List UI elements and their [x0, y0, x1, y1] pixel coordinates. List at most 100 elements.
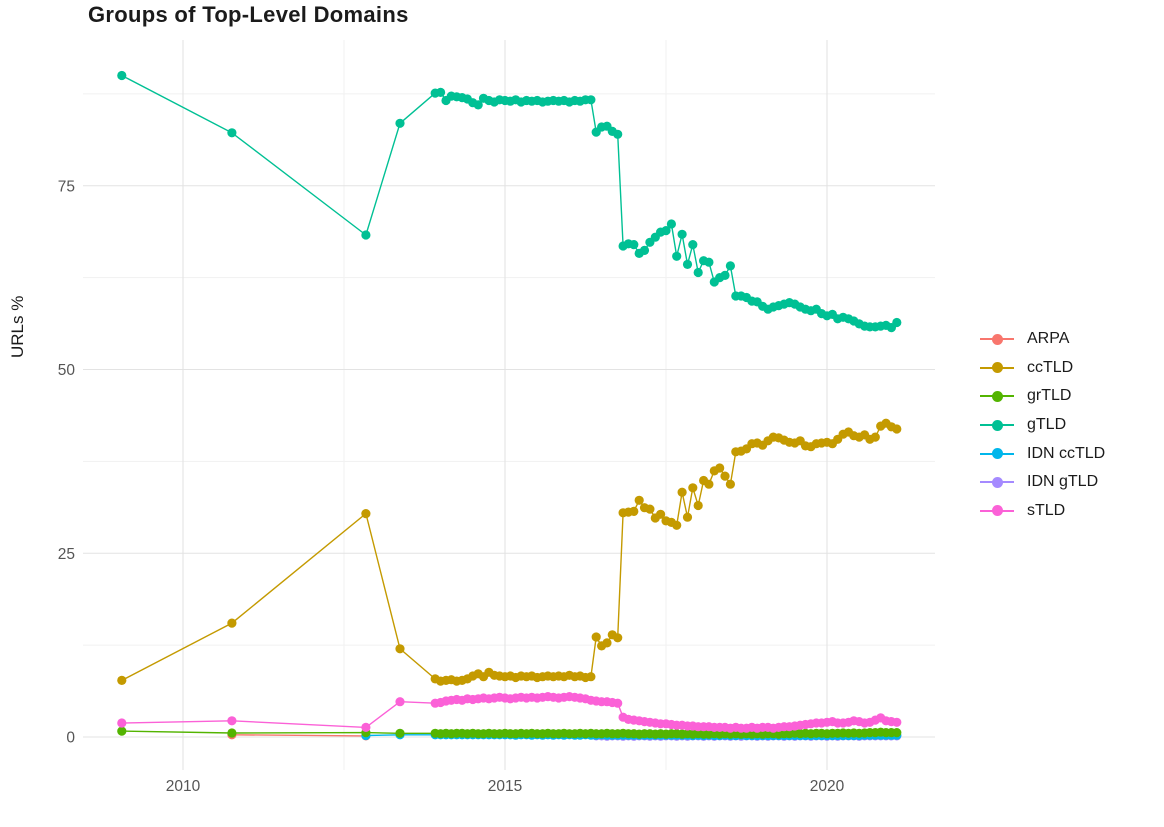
- data-point: [629, 240, 639, 250]
- series-arpa: [227, 730, 371, 741]
- data-point: [613, 633, 623, 643]
- legend-key-line: [980, 419, 1014, 431]
- data-point: [602, 638, 612, 648]
- data-point: [117, 718, 127, 728]
- legend-key-dot: [991, 448, 1003, 460]
- data-point: [361, 230, 371, 240]
- legend-label: IDN gTLD: [1027, 473, 1099, 491]
- legend-item-grtld: grTLD: [980, 382, 1162, 411]
- data-point: [586, 95, 596, 105]
- legend-label: gTLD: [1027, 416, 1067, 434]
- legend-key-line: [980, 505, 1014, 517]
- data-point: [629, 506, 639, 516]
- data-point: [688, 240, 698, 250]
- legend-item-idn-cctld: IDN ccTLD: [980, 439, 1162, 468]
- series-grtld: [117, 726, 902, 739]
- gridlines: [83, 40, 935, 770]
- data-point: [436, 87, 446, 97]
- data-point: [227, 716, 237, 726]
- legend-item-arpa: ARPA: [980, 325, 1162, 354]
- data-point: [395, 118, 405, 128]
- y-tick-label: 75: [58, 178, 75, 195]
- legend-label: IDN ccTLD: [1027, 444, 1106, 462]
- legend-key-dot: [991, 333, 1003, 345]
- legend-label: ARPA: [1027, 330, 1070, 348]
- data-point: [715, 463, 725, 473]
- data-point: [892, 317, 902, 328]
- data-point: [639, 245, 650, 255]
- data-point: [677, 487, 687, 497]
- legend-key-dot: [991, 390, 1003, 402]
- data-point: [688, 483, 698, 493]
- data-point: [117, 726, 127, 736]
- data-point: [666, 219, 677, 229]
- data-point: [613, 129, 623, 139]
- data-point: [720, 471, 730, 481]
- y-tick-label: 25: [58, 546, 75, 563]
- x-tick-label: 2015: [488, 778, 522, 795]
- data-point: [117, 70, 127, 81]
- legend-item-cctld: ccTLD: [980, 354, 1162, 383]
- data-point: [227, 128, 237, 138]
- legend-key-line: [980, 448, 1014, 460]
- data-point: [395, 728, 405, 738]
- legend-key-dot: [991, 476, 1003, 488]
- series-stld: [117, 692, 902, 733]
- legend-item-stld: sTLD: [980, 497, 1162, 526]
- series-gtld: [117, 70, 902, 333]
- legend-label: grTLD: [1027, 387, 1072, 405]
- series-cctld: [117, 418, 902, 686]
- legend-key-dot: [991, 419, 1003, 431]
- data-point: [725, 261, 736, 271]
- y-tick-label: 0: [66, 730, 75, 747]
- data-point: [693, 500, 703, 511]
- data-point: [395, 697, 405, 707]
- axis-tick-labels: 0 25 50 75 2010 2015 2020: [58, 178, 845, 795]
- data-point: [672, 251, 682, 261]
- legend-key-line: [980, 390, 1014, 402]
- legend-label: sTLD: [1027, 501, 1066, 519]
- data-point: [586, 672, 596, 682]
- data-point: [227, 728, 237, 738]
- legend-label: ccTLD: [1027, 358, 1074, 376]
- data-point: [613, 698, 623, 708]
- data-point: [473, 100, 483, 110]
- data-point: [361, 722, 371, 733]
- data-point: [892, 717, 902, 727]
- data-point: [361, 508, 371, 519]
- legend-key-line: [980, 362, 1014, 374]
- legend: ARPA ccTLD grTLD gTLD IDN ccTLD IDN gTLD sTLD: [980, 325, 1162, 525]
- data-point: [656, 509, 666, 519]
- x-tick-label: 2010: [166, 778, 201, 795]
- y-axis-title: URLs %: [8, 295, 27, 358]
- x-tick-label: 2020: [810, 778, 845, 795]
- data-point: [661, 226, 671, 236]
- data-point: [634, 495, 644, 505]
- series-line: [121, 422, 898, 682]
- data-point: [720, 270, 730, 280]
- data-point: [693, 267, 703, 278]
- data-point: [591, 632, 601, 642]
- y-tick-label: 50: [58, 362, 76, 379]
- data-point: [682, 512, 693, 522]
- legend-key-line: [980, 333, 1014, 345]
- data-point: [870, 432, 880, 442]
- legend-item-idn-gtld: IDN gTLD: [980, 468, 1162, 497]
- legend-key-dot: [991, 505, 1003, 517]
- data-point: [682, 259, 693, 269]
- legend-item-gtld: gTLD: [980, 411, 1162, 440]
- series-line: [121, 74, 898, 329]
- data-point: [704, 257, 714, 267]
- data-point: [227, 618, 237, 628]
- data-point: [677, 229, 687, 239]
- series-line: [231, 734, 366, 737]
- data-point: [395, 644, 405, 654]
- data-point: [672, 520, 682, 530]
- chart-title: Groups of Top-Level Domains: [88, 2, 409, 27]
- data-point: [117, 675, 127, 686]
- data-point: [725, 479, 736, 489]
- legend-key-dot: [991, 362, 1003, 374]
- legend-key-line: [980, 476, 1014, 488]
